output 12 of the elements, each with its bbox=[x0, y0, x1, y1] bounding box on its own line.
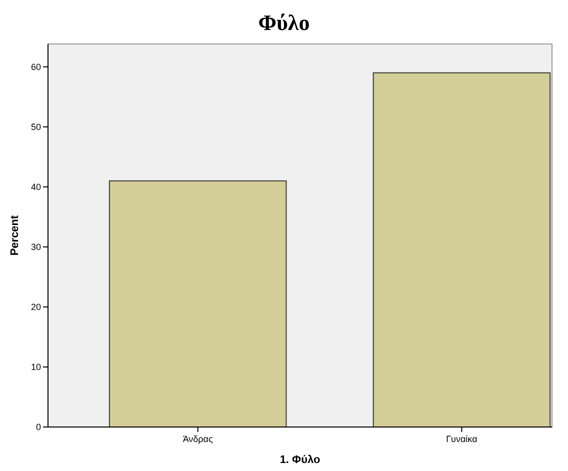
y-tick-label: 10 bbox=[30, 362, 41, 372]
y-axis-title: Percent bbox=[9, 214, 21, 256]
y-tick-label: 20 bbox=[30, 302, 41, 312]
y-tick-label: 40 bbox=[30, 182, 41, 192]
x-axis-title: 1. Φύλο bbox=[280, 454, 320, 466]
y-tick-label: 60 bbox=[30, 62, 41, 72]
x-tick-label: Γυναίκα bbox=[446, 434, 478, 444]
y-tick-label: 30 bbox=[30, 242, 41, 252]
y-tick-label: 50 bbox=[30, 122, 41, 132]
y-tick-label: 0 bbox=[36, 422, 41, 432]
x-tick-label: Άνδρας bbox=[182, 434, 214, 444]
chart-title: Φύλο bbox=[258, 10, 310, 35]
